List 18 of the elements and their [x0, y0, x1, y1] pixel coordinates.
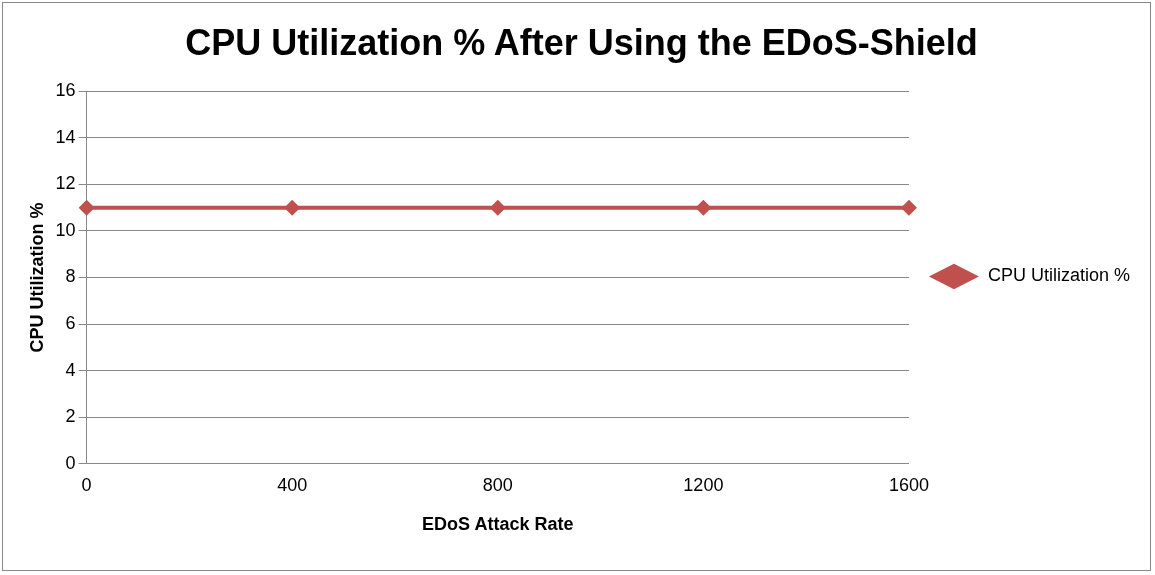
- x-tick-label: 1200: [683, 474, 724, 495]
- y-tick-label: 2: [65, 406, 76, 427]
- chart-title: CPU Utilization % After Using the EDoS-Shield: [185, 21, 978, 63]
- legend-label: CPU Utilization %: [987, 265, 1131, 286]
- y-tick-label: 8: [65, 266, 76, 287]
- y-tick-label: 0: [65, 452, 76, 473]
- y-axis-title: CPU Utilization %: [26, 202, 47, 353]
- y-tick-label: 4: [65, 359, 76, 380]
- x-axis-title: EDoS Attack Rate: [422, 514, 574, 535]
- y-tick-label: 6: [65, 313, 76, 334]
- x-tick-label: 0: [81, 474, 92, 495]
- x-tick-label: 800: [482, 474, 513, 495]
- y-tick-label: 16: [55, 80, 76, 101]
- x-tick-label: 1600: [888, 474, 929, 495]
- y-tick-label: 12: [55, 173, 76, 194]
- y-tick-label: 14: [55, 126, 76, 147]
- x-tick-label: 400: [277, 474, 308, 495]
- y-tick-label: 10: [55, 219, 76, 240]
